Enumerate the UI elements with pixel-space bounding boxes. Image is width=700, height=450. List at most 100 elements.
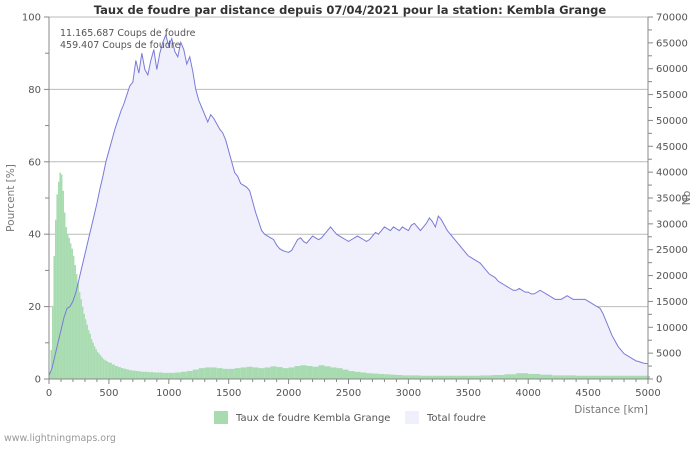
bar	[77, 283, 79, 379]
bar	[312, 366, 319, 379]
bar	[101, 357, 103, 379]
bar	[129, 370, 133, 379]
bar	[93, 346, 96, 379]
bar	[222, 368, 229, 379]
bar	[89, 333, 91, 379]
bar	[54, 219, 57, 379]
bar	[396, 375, 403, 379]
bar	[72, 255, 75, 379]
annotation-1: 11.165.687 Coups de foudre	[60, 28, 196, 39]
bar	[444, 375, 457, 379]
bar	[81, 306, 84, 379]
bar	[117, 367, 121, 379]
bar	[126, 369, 130, 379]
total-lightning-area	[49, 35, 648, 379]
bar	[186, 371, 193, 379]
bar	[95, 349, 97, 379]
bar	[78, 292, 81, 379]
bar	[636, 375, 648, 379]
tick-label-x: 3000	[396, 388, 421, 399]
bar	[80, 299, 82, 379]
source-watermark: www.lightningmaps.org	[4, 433, 116, 444]
bar	[234, 368, 241, 379]
bar	[318, 365, 325, 379]
bar	[71, 248, 73, 379]
bar	[104, 360, 106, 379]
bar	[192, 369, 199, 379]
bar	[98, 353, 100, 379]
lightning-rate-bars	[49, 172, 650, 379]
tick-label-left: 0	[35, 375, 41, 386]
bar	[276, 367, 283, 379]
bar	[264, 367, 271, 379]
bar	[153, 372, 157, 379]
bar	[150, 372, 154, 379]
tick-label-right: 45000	[656, 142, 688, 153]
bar	[138, 371, 142, 379]
bar	[123, 368, 127, 379]
bar	[432, 375, 445, 379]
bar	[624, 375, 637, 379]
bar	[57, 181, 60, 379]
bar	[198, 368, 205, 379]
bar	[75, 274, 78, 379]
tick-label-x: 1000	[156, 388, 181, 399]
bar	[300, 365, 307, 379]
bar	[324, 366, 331, 379]
bar	[86, 324, 88, 379]
bar	[420, 375, 433, 379]
bar	[204, 367, 211, 379]
tick-label-right: 60000	[656, 64, 688, 75]
bar	[228, 368, 235, 379]
bar	[62, 190, 64, 379]
bar	[105, 360, 108, 379]
tick-label-right: 10000	[656, 323, 688, 334]
bar	[60, 174, 63, 379]
bar	[174, 372, 181, 379]
bar	[180, 371, 187, 379]
bar	[83, 313, 85, 379]
tick-label-left: 60	[28, 157, 41, 168]
tick-label-right: 55000	[656, 90, 688, 101]
bar	[480, 375, 493, 379]
tick-label-left: 100	[22, 13, 41, 24]
tick-label-right: 30000	[656, 219, 688, 230]
bar	[102, 359, 105, 379]
legend-item[interactable]: Taux de foudre Kembla Grange	[214, 411, 390, 424]
tick-label-left: 40	[28, 230, 41, 241]
bar	[552, 375, 565, 379]
bar	[59, 172, 61, 379]
tick-label-right: 25000	[656, 245, 688, 256]
bar	[50, 350, 52, 379]
bar	[165, 372, 169, 379]
bar	[162, 372, 166, 379]
bar	[66, 234, 69, 379]
bar	[348, 371, 355, 379]
bar	[84, 319, 87, 379]
bar	[468, 375, 481, 379]
bar	[336, 368, 343, 379]
bar	[612, 375, 625, 379]
bar	[270, 366, 277, 379]
bar	[258, 368, 265, 379]
bar	[354, 371, 361, 379]
bar	[492, 375, 505, 379]
bar	[159, 372, 163, 379]
bar	[107, 361, 109, 379]
bar	[168, 372, 175, 379]
bar	[96, 351, 99, 379]
tick-label-x: 4500	[575, 388, 600, 399]
bar	[366, 373, 373, 379]
tick-label-x: 4000	[515, 388, 540, 399]
bar	[342, 369, 349, 379]
tick-label-right: 35000	[656, 194, 688, 205]
bar	[252, 367, 259, 379]
total-lightning-line	[48, 33, 649, 376]
bar	[516, 373, 529, 379]
legend-item[interactable]: Total foudre	[405, 411, 486, 424]
bar	[648, 376, 650, 379]
tick-label-right: 15000	[656, 297, 688, 308]
bar	[141, 371, 145, 379]
